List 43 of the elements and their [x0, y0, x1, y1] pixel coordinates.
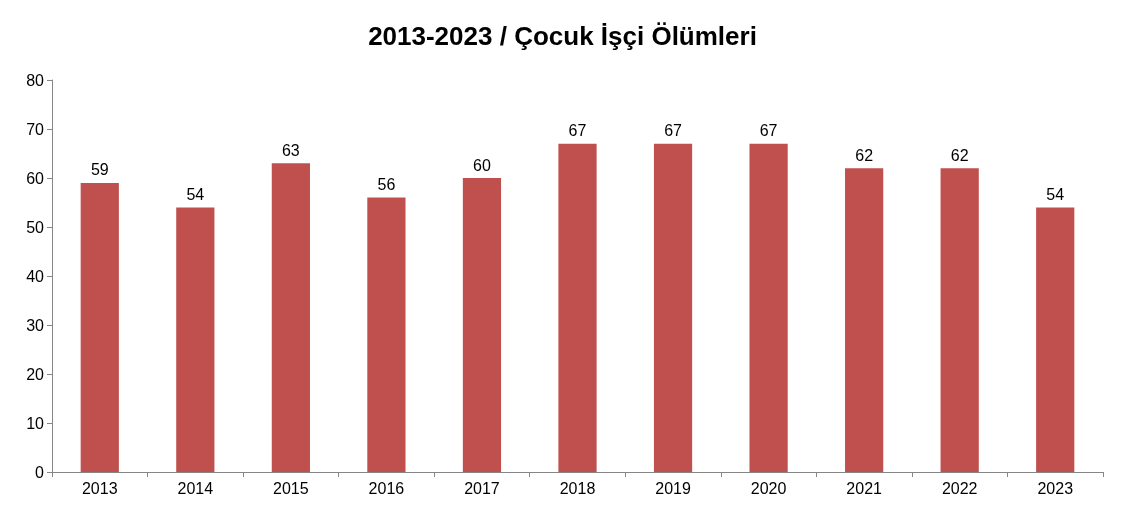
x-tick-label: 2014: [177, 479, 214, 497]
y-tick-label: 60: [26, 169, 45, 187]
y-tick-label: 0: [35, 463, 45, 481]
bar: [271, 163, 310, 472]
x-tick-label: 2018: [559, 479, 596, 497]
bar: [462, 178, 502, 472]
data-label: 54: [186, 185, 205, 203]
data-label: 59: [90, 161, 109, 179]
data-label: 60: [473, 156, 491, 174]
y-tick-label: 20: [26, 365, 45, 383]
y-tick-label: 30: [26, 316, 45, 334]
bar: [367, 197, 406, 472]
data-label: 63: [281, 141, 300, 159]
bar: [749, 143, 788, 472]
data-label: 56: [377, 176, 396, 194]
x-tick-label: 2022: [941, 479, 978, 497]
data-label: 54: [1046, 185, 1065, 203]
data-label: 67: [568, 122, 587, 140]
data-label: 67: [759, 122, 778, 140]
x-tick-label: 2020: [750, 479, 787, 497]
y-tick-label: 40: [26, 267, 45, 285]
bar: [1036, 207, 1075, 472]
x-tick-label: 2016: [368, 479, 405, 497]
bar: [176, 207, 215, 472]
bar: [558, 143, 597, 472]
chart-title: 2013-2023 / Çocuk İşçi Ölümleri: [368, 21, 757, 51]
y-tick-label: 50: [26, 218, 45, 236]
x-tick-label: 2023: [1037, 479, 1074, 497]
x-tick-label: 2017: [464, 479, 500, 497]
bar: [940, 168, 979, 472]
x-tick-label: 2021: [846, 479, 883, 497]
bar: [653, 143, 693, 472]
data-label: 67: [664, 122, 683, 140]
y-tick-label: 70: [26, 120, 45, 138]
data-label: 62: [950, 146, 969, 164]
bar: [845, 168, 884, 472]
y-tick-label: 10: [26, 414, 45, 432]
bar: [80, 182, 119, 472]
data-label: 62: [855, 146, 874, 164]
x-tick-label: 2019: [655, 479, 691, 497]
y-tick-label: 80: [26, 71, 45, 89]
x-tick-label: 2015: [273, 479, 309, 497]
x-tick-label: 2013: [81, 479, 118, 497]
